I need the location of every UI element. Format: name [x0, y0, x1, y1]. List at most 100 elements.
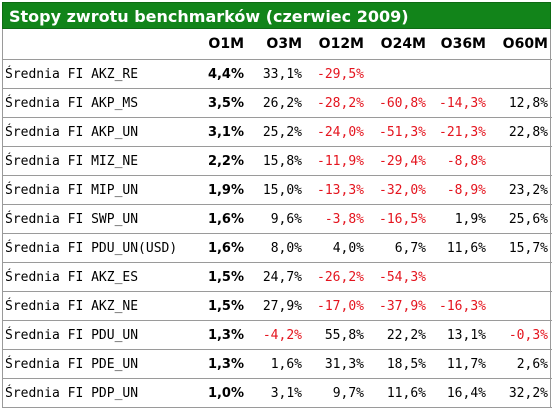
- value-cell-o24m: -60,8%: [368, 88, 430, 118]
- value-cell-o12m: 55,8%: [306, 320, 368, 350]
- value-cell-o3m: 8,0%: [248, 233, 306, 263]
- value-cell-o24m: 6,7%: [368, 233, 430, 263]
- value-cell-o12m: 9,7%: [306, 378, 368, 408]
- value-cell-o12m: 31,3%: [306, 349, 368, 379]
- header-o1m: O1M: [186, 29, 248, 60]
- value-cell-o1m: 1,5%: [186, 262, 248, 292]
- value-cell-o36m: -8,9%: [430, 175, 490, 205]
- value-cell-o3m: 25,2%: [248, 117, 306, 147]
- header-name: [3, 29, 186, 60]
- value-cell-o1m: 3,1%: [186, 117, 248, 147]
- value-cell-o60m: 2,6%: [490, 349, 552, 379]
- value-cell-o1m: 1,3%: [186, 349, 248, 379]
- value-cell-o3m: 15,8%: [248, 146, 306, 176]
- value-cell-o24m: -16,5%: [368, 204, 430, 234]
- value-cell-o60m: 15,7%: [490, 233, 552, 263]
- table-row: Średnia FI PDU_UN 1,3% -4,2% 55,8% 22,2% 13,1…: [3, 320, 552, 350]
- value-cell-o36m: -21,3%: [430, 117, 490, 147]
- value-cell-o24m: -51,3%: [368, 117, 430, 147]
- fund-name-cell: Średnia FI AKZ_NE: [3, 291, 186, 321]
- fund-name-cell: Średnia FI PDU_UN: [3, 320, 186, 350]
- value-cell-o36m: 11,7%: [430, 349, 490, 379]
- value-cell-o36m: [430, 262, 490, 292]
- value-cell-o1m: 1,6%: [186, 233, 248, 263]
- table-row: Średnia FI MIP_UN 1,9% 15,0% -13,3% -32,0% -8…: [3, 175, 552, 205]
- table-row: Średnia FI PDU_UN(USD) 1,6% 8,0% 4,0% 6,7% 11…: [3, 233, 552, 263]
- value-cell-o24m: -29,4%: [368, 146, 430, 176]
- value-cell-o12m: -11,9%: [306, 146, 368, 176]
- table-row: Średnia FI AKP_MS 3,5% 26,2% -28,2% -60,8% -1…: [3, 88, 552, 118]
- value-cell-o3m: 27,9%: [248, 291, 306, 321]
- value-cell-o1m: 1,9%: [186, 175, 248, 205]
- table-row: Średnia FI MIZ_NE 2,2% 15,8% -11,9% -29,4% -8…: [3, 146, 552, 176]
- table-title: Stopy zwrotu benchmarków (czerwiec 2009): [2, 2, 551, 29]
- header-o60m: O60M: [490, 29, 552, 60]
- table-row: Średnia FI AKZ_ES 1,5% 24,7% -26,2% -54,3%: [3, 262, 552, 292]
- value-cell-o3m: 15,0%: [248, 175, 306, 205]
- returns-table: O1M O3M O12M O24M O36M O60M Średnia FI A…: [3, 29, 552, 408]
- value-cell-o3m: 9,6%: [248, 204, 306, 234]
- value-cell-o12m: -26,2%: [306, 262, 368, 292]
- value-cell-o60m: [490, 262, 552, 292]
- value-cell-o36m: [430, 59, 490, 89]
- value-cell-o24m: -37,9%: [368, 291, 430, 321]
- table-frame: O1M O3M O12M O24M O36M O60M Średnia FI A…: [2, 29, 552, 408]
- value-cell-o60m: 25,6%: [490, 204, 552, 234]
- fund-name-cell: Średnia FI MIP_UN: [3, 175, 186, 205]
- fund-name-cell: Średnia FI MIZ_NE: [3, 146, 186, 176]
- table-row: Średnia FI PDE_UN 1,3% 1,6% 31,3% 18,5% 11,7%…: [3, 349, 552, 379]
- value-cell-o1m: 2,2%: [186, 146, 248, 176]
- header-o3m: O3M: [248, 29, 306, 60]
- value-cell-o24m: -32,0%: [368, 175, 430, 205]
- value-cell-o12m: -28,2%: [306, 88, 368, 118]
- value-cell-o3m: 3,1%: [248, 378, 306, 408]
- value-cell-o3m: 24,7%: [248, 262, 306, 292]
- header-row: O1M O3M O12M O24M O36M O60M: [3, 29, 552, 60]
- value-cell-o60m: 12,8%: [490, 88, 552, 118]
- value-cell-o12m: -17,0%: [306, 291, 368, 321]
- value-cell-o1m: 1,6%: [186, 204, 248, 234]
- table-row: Średnia FI AKZ_RE 4,4% 33,1% -29,5%: [3, 59, 552, 89]
- value-cell-o60m: 22,8%: [490, 117, 552, 147]
- value-cell-o36m: 13,1%: [430, 320, 490, 350]
- value-cell-o1m: 1,5%: [186, 291, 248, 321]
- table-row: Średnia FI SWP_UN 1,6% 9,6% -3,8% -16,5% 1,9%…: [3, 204, 552, 234]
- value-cell-o60m: -0,3%: [490, 320, 552, 350]
- value-cell-o60m: [490, 291, 552, 321]
- fund-name-cell: Średnia FI AKP_UN: [3, 117, 186, 147]
- table-row: Średnia FI PDP_UN 1,0% 3,1% 9,7% 11,6% 16,4% 3…: [3, 378, 552, 408]
- value-cell-o36m: -8,8%: [430, 146, 490, 176]
- value-cell-o36m: -14,3%: [430, 88, 490, 118]
- value-cell-o36m: 11,6%: [430, 233, 490, 263]
- benchmark-returns-table-container: Stopy zwrotu benchmarków (czerwiec 2009)…: [2, 2, 552, 408]
- value-cell-o1m: 3,5%: [186, 88, 248, 118]
- header-o24m: O24M: [368, 29, 430, 60]
- value-cell-o12m: -24,0%: [306, 117, 368, 147]
- table-row: Średnia FI AKP_UN 3,1% 25,2% -24,0% -51,3% -2…: [3, 117, 552, 147]
- value-cell-o3m: 26,2%: [248, 88, 306, 118]
- value-cell-o12m: -3,8%: [306, 204, 368, 234]
- fund-name-cell: Średnia FI PDU_UN(USD): [3, 233, 186, 263]
- value-cell-o60m: 32,2%: [490, 378, 552, 408]
- value-cell-o3m: -4,2%: [248, 320, 306, 350]
- value-cell-o36m: 16,4%: [430, 378, 490, 408]
- value-cell-o1m: 1,3%: [186, 320, 248, 350]
- value-cell-o60m: [490, 59, 552, 89]
- value-cell-o60m: [490, 146, 552, 176]
- value-cell-o60m: 23,2%: [490, 175, 552, 205]
- value-cell-o3m: 33,1%: [248, 59, 306, 89]
- value-cell-o24m: -54,3%: [368, 262, 430, 292]
- value-cell-o24m: 18,5%: [368, 349, 430, 379]
- fund-name-cell: Średnia FI AKZ_ES: [3, 262, 186, 292]
- value-cell-o3m: 1,6%: [248, 349, 306, 379]
- value-cell-o36m: -16,3%: [430, 291, 490, 321]
- table-body: Średnia FI AKZ_RE 4,4% 33,1% -29,5% Średnia …: [3, 59, 552, 408]
- value-cell-o24m: 11,6%: [368, 378, 430, 408]
- value-cell-o24m: 22,2%: [368, 320, 430, 350]
- fund-name-cell: Średnia FI AKP_MS: [3, 88, 186, 118]
- header-o36m: O36M: [430, 29, 490, 60]
- header-o12m: O12M: [306, 29, 368, 60]
- value-cell-o36m: 1,9%: [430, 204, 490, 234]
- value-cell-o1m: 4,4%: [186, 59, 248, 89]
- value-cell-o1m: 1,0%: [186, 378, 248, 408]
